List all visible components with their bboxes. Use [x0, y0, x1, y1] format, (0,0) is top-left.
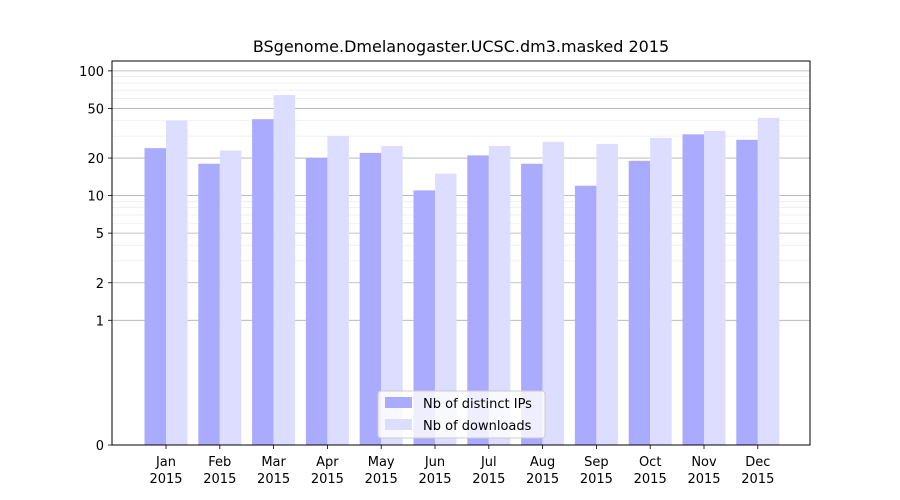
legend: Nb of distinct IPs Nb of downloads [377, 390, 546, 439]
x-tick-label-year: 2015 [687, 472, 720, 487]
bar-distinct-ips [305, 158, 328, 445]
bar-distinct-ips [574, 185, 597, 445]
y-tick-label: 50 [87, 102, 104, 117]
bar-distinct-ips [682, 134, 704, 445]
bar-distinct-ips [521, 163, 543, 445]
x-tick-label-month: Jan [155, 455, 176, 470]
y-tick-label: 5 [96, 227, 104, 242]
bar-downloads [435, 173, 457, 445]
x-tick-label-month: Sep [584, 455, 609, 470]
x-axis: Jan 2015 Feb 2015 Mar 2015 Apr 2015 May 2015 Jun 20… [149, 445, 774, 487]
bar-distinct-ips [198, 163, 220, 445]
x-tick-label-month: Dec [745, 455, 770, 470]
bar-distinct-ips [413, 190, 435, 445]
bar-downloads [166, 120, 188, 445]
x-tick-label-month: Feb [208, 455, 231, 470]
x-tick-label-year: 2015 [741, 472, 774, 487]
x-tick-label-year: 2015 [580, 472, 613, 487]
bar-downloads [219, 150, 242, 445]
x-tick-label-year: 2015 [203, 472, 236, 487]
x-tick-label-year: 2015 [257, 472, 290, 487]
plot-frame [111, 60, 811, 446]
bar-distinct-ips [467, 155, 489, 445]
y-tick-label: 2 [96, 277, 104, 292]
bar-distinct-ips [628, 160, 651, 445]
x-tick-label-month: Aug [530, 455, 555, 470]
bar-downloads [596, 143, 618, 446]
bar-distinct-ips [144, 148, 166, 445]
x-tick-label-year: 2015 [365, 472, 398, 487]
legend-label: Nb of distinct IPs [423, 397, 532, 412]
x-tick-label-year: 2015 [472, 472, 505, 487]
x-tick-label-year: 2015 [418, 472, 451, 487]
y-tick-label: 100 [79, 65, 104, 80]
bar-downloads [488, 145, 511, 446]
x-tick-label-month: May [368, 455, 395, 470]
y-axis: 0 1 2 5 10 20 50 100 [79, 65, 112, 454]
x-tick-label-year: 2015 [526, 472, 559, 487]
x-tick-label-month: Jun [424, 455, 445, 470]
x-tick-label-year: 2015 [149, 472, 182, 487]
x-tick-label-month: Nov [691, 455, 717, 470]
bar-downloads [757, 117, 780, 445]
bars [144, 95, 780, 446]
x-tick-label-year: 2015 [311, 472, 344, 487]
bar-downloads [542, 141, 565, 445]
legend-swatch [385, 397, 412, 408]
x-tick-label-year: 2015 [634, 472, 667, 487]
y-tick-label: 1 [96, 314, 104, 329]
legend-label: Nb of downloads [423, 419, 532, 434]
bar-distinct-ips [736, 139, 758, 445]
y-tick-label: 0 [96, 439, 104, 454]
bar-distinct-ips [359, 152, 382, 445]
y-tick-label: 20 [87, 152, 104, 167]
x-tick-label-month: Mar [261, 455, 286, 470]
chart-title: BSgenome.Dmelanogaster.UCSC.dm3.masked 2… [253, 37, 669, 56]
bar-downloads [273, 95, 296, 446]
x-tick-label-month: Jul [480, 455, 497, 470]
bar-distinct-ips [252, 119, 274, 446]
bar-downloads [704, 130, 726, 445]
bar-downloads [327, 136, 349, 446]
bar-downloads [381, 145, 403, 446]
x-tick-label-month: Oct [639, 455, 661, 470]
legend-box [377, 390, 546, 439]
legend-swatch [385, 419, 412, 430]
x-tick-label-month: Apr [316, 455, 339, 470]
y-tick-label: 10 [87, 190, 104, 205]
bar-downloads [650, 137, 672, 446]
